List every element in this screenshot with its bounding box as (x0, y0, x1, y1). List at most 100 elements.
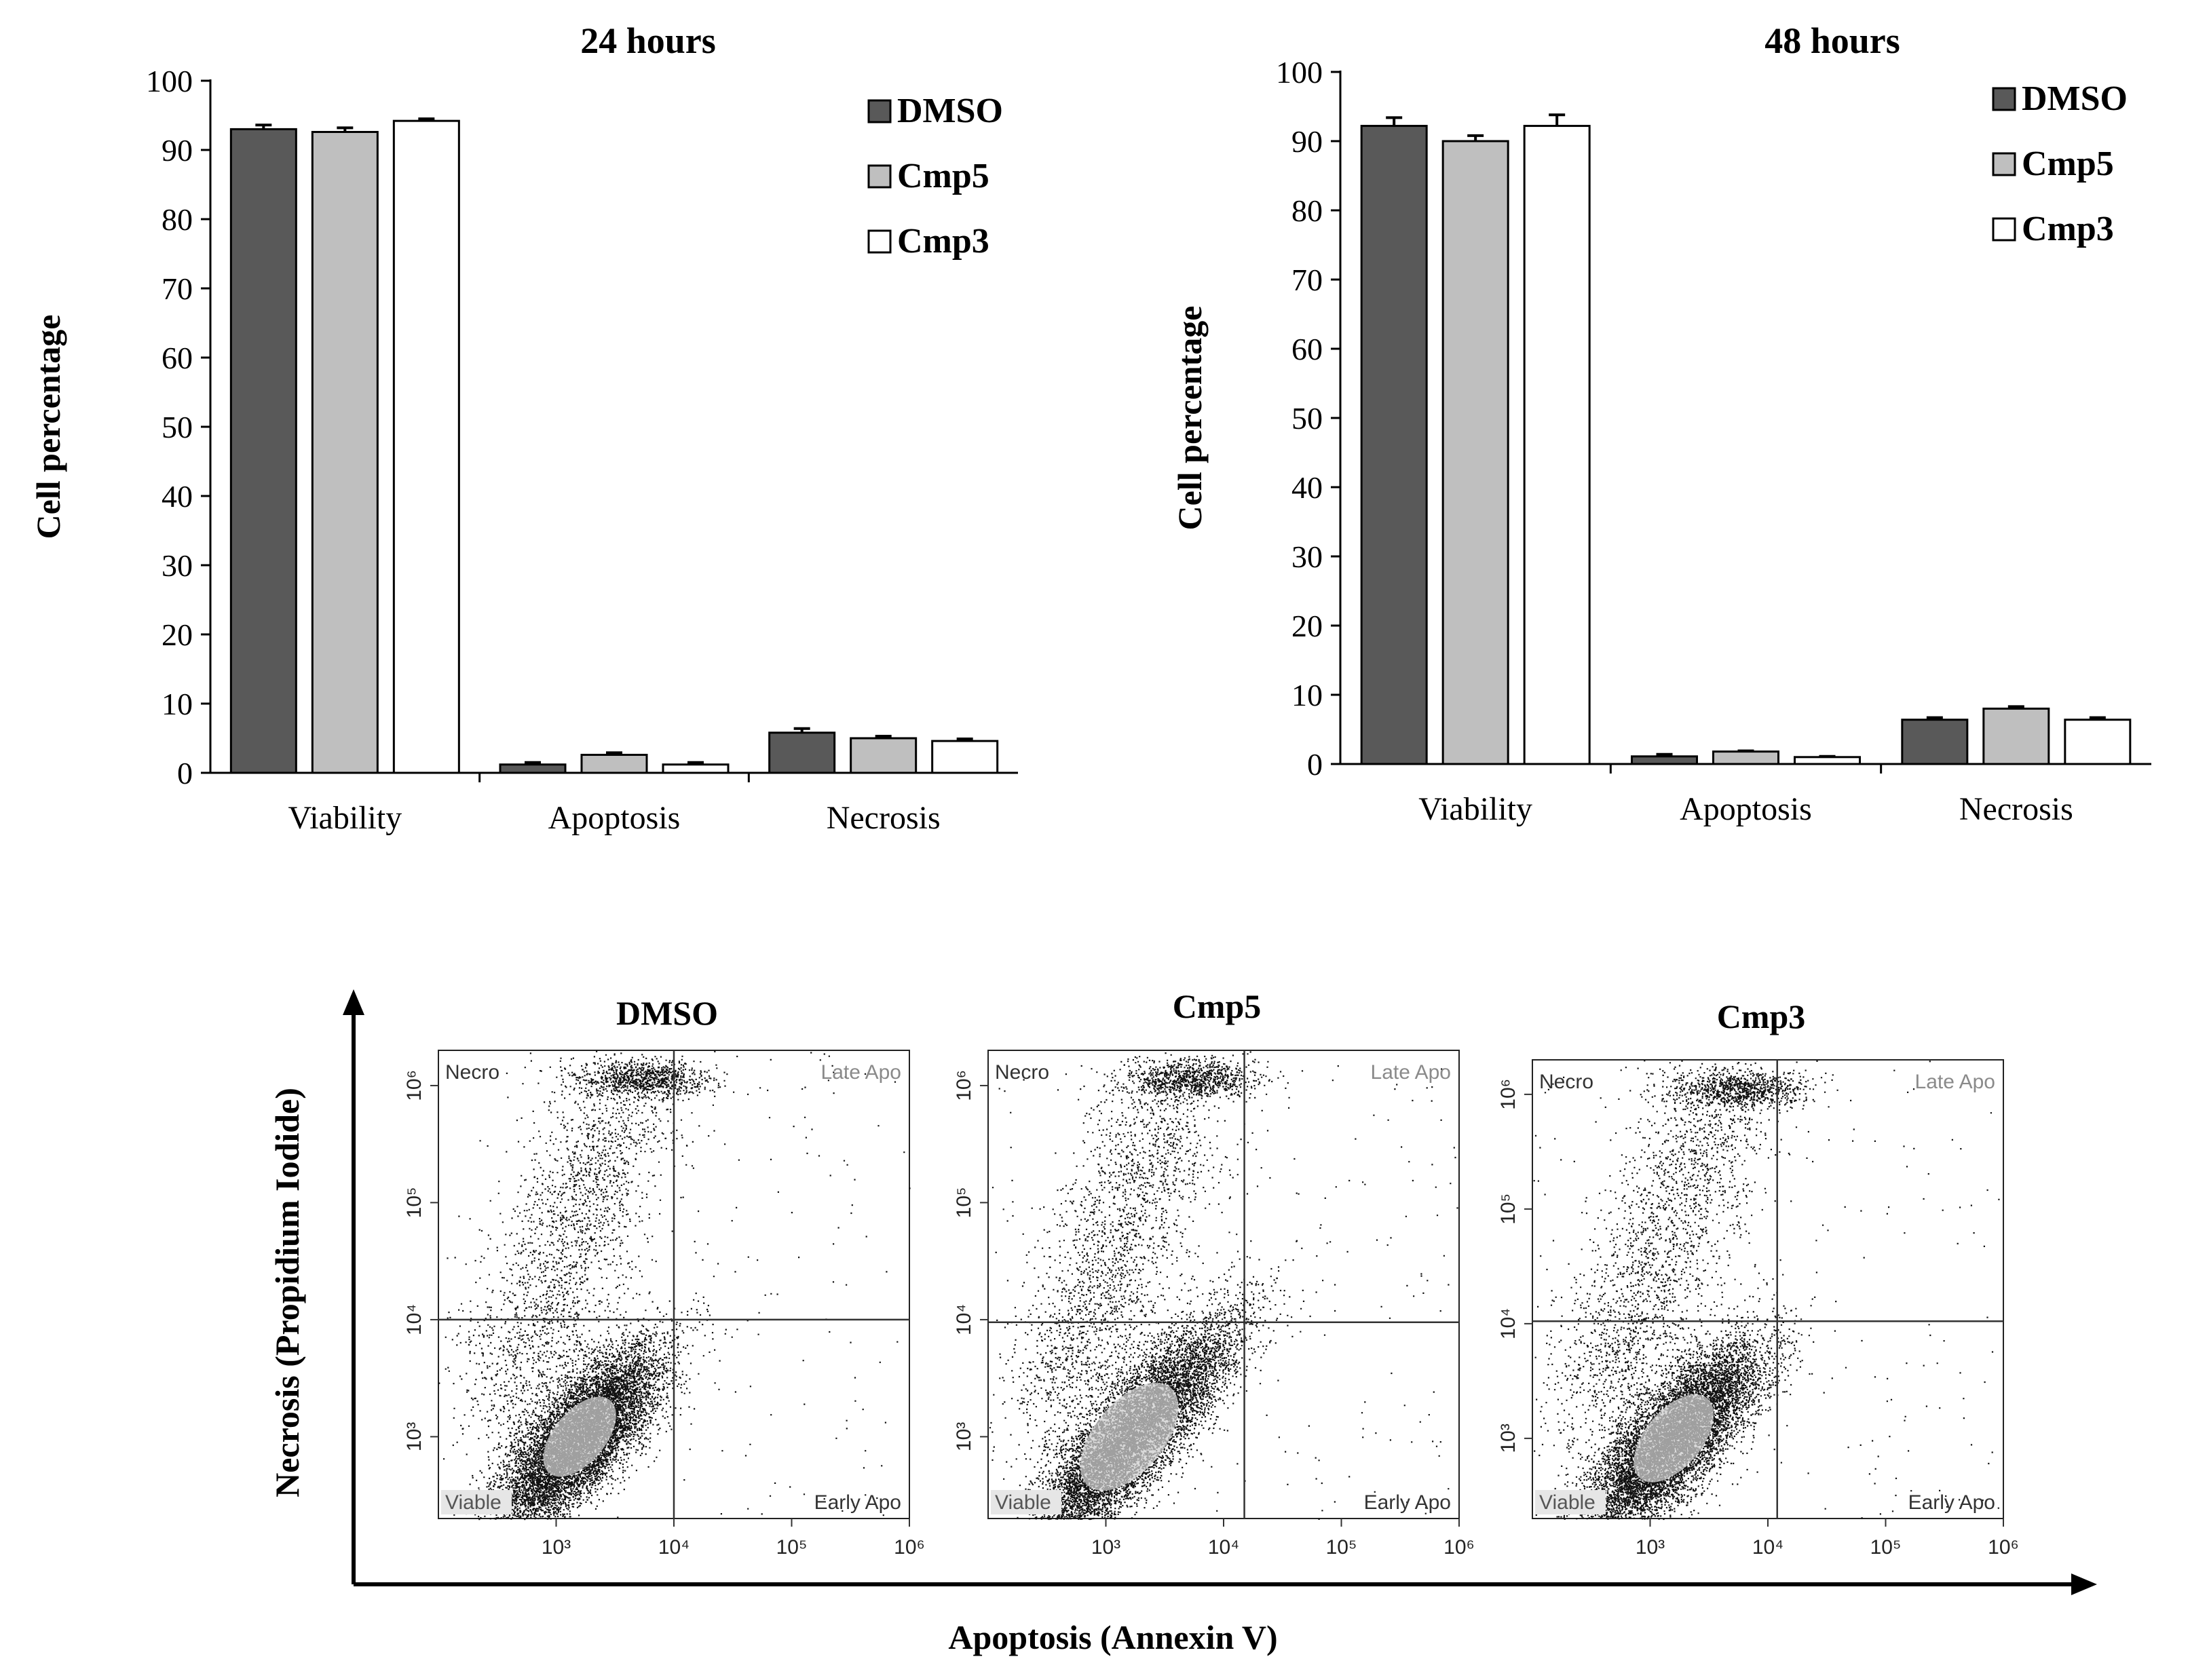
x-tick-label: 10⁵ (776, 1536, 808, 1559)
quadrant-viable: Viable (995, 1491, 1051, 1514)
bar-cmp5-viability (311, 130, 379, 774)
bar-cmp3-viability (1523, 125, 1591, 765)
bar-dmso-apoptosis (499, 763, 567, 774)
y-tick-label: 100 (1276, 55, 1323, 90)
y-tick-label: 100 (146, 64, 193, 98)
flow-y-axis-label: Necrosis (Propidium Iodide) (268, 1088, 306, 1497)
y-tick-label: 80 (162, 202, 193, 237)
x-tick-label: 10⁶ (1443, 1536, 1475, 1559)
y-tick-label: 10⁶ (403, 1070, 426, 1101)
y-tick-label: 10 (162, 687, 193, 721)
y-tick-label: 10³ (953, 1422, 975, 1451)
quadrant-viable-bg (1535, 1490, 1606, 1514)
x-tick-label: Viability (288, 800, 402, 836)
y-tick-label: 10⁶ (1497, 1079, 1519, 1110)
y-tick-label: 10⁵ (403, 1187, 426, 1219)
x-tick-label: Apoptosis (1680, 791, 1812, 827)
y-tick-label: 10⁴ (953, 1304, 975, 1335)
x-tick-label: 10³ (1636, 1536, 1665, 1559)
bar-cmp5-apoptosis (580, 753, 648, 774)
x-tick-label: Necrosis (1959, 791, 2073, 827)
y-tick-label: 80 (1291, 193, 1323, 228)
quadrant-viable: Viable (1539, 1491, 1596, 1514)
x-tick-label: 10⁴ (1208, 1536, 1239, 1559)
bar-chart-2: 48 hours Cell percentage 0 10 20 30 40 50 60 70 80… (1171, 20, 2151, 827)
quadrant-late-apo: Late Apo (1371, 1061, 1451, 1084)
legend-label-cmp3: Cmp3 (897, 222, 989, 261)
bar-dmso-necrosis (1901, 719, 1969, 765)
y-tick-label: 40 (162, 479, 193, 514)
y-axis-arrow-icon (343, 989, 364, 1015)
legend-label-cmp5: Cmp5 (2022, 145, 2114, 183)
bar-cmp5-necrosis (850, 737, 918, 774)
legend-label-dmso: DMSO (897, 92, 1003, 130)
quadrant-necro: Necro (1539, 1071, 1593, 1093)
y-tick-label: 0 (1307, 747, 1323, 782)
y-tick-label: 70 (1291, 263, 1323, 297)
bar-dmso-necrosis (768, 731, 836, 774)
x-tick-label: Apoptosis (548, 800, 681, 836)
bar-cmp5-necrosis (1982, 707, 2050, 765)
legend-label-cmp5: Cmp5 (897, 157, 989, 195)
quadrant-late-apo: Late Apo (1915, 1071, 1995, 1093)
y-tick-label: 10³ (1497, 1424, 1519, 1453)
bar-cmp3-necrosis (931, 740, 999, 774)
bar-chart-1: 24 hours Cell percentage 0 10 20 30 40 50 60 70 80… (29, 20, 1018, 836)
x-tick-label: 10⁵ (1326, 1536, 1357, 1559)
flow-panel-title: DMSO (616, 994, 718, 1032)
quadrant-viable-bg (441, 1490, 512, 1514)
quadrant-late-apo: Late Apo (821, 1061, 901, 1084)
y-tick-label: 50 (162, 410, 193, 444)
x-tick-label: 10⁴ (1752, 1536, 1783, 1559)
scatter-points (1533, 1060, 2000, 1521)
y-tick-label: 10⁴ (1497, 1308, 1519, 1339)
y-tick-label: 60 (1291, 332, 1323, 366)
flow-panel-dmso: DMSO Necro Late Apo Viable Early Apo 10³ 10⁴ 10… (403, 994, 925, 1559)
y-tick-label: 20 (162, 617, 193, 652)
y-tick-label: 90 (162, 133, 193, 168)
bar-cmp3-apoptosis (662, 763, 730, 774)
quadrant-early-apo: Early Apo (1908, 1491, 1995, 1514)
scatter-dots (1533, 1060, 2000, 1521)
legend-swatch-cmp3 (867, 229, 892, 254)
flow-plot-area (1532, 1059, 2004, 1519)
chart-title: 24 hours (580, 20, 716, 61)
y-tick-label: 10⁶ (953, 1070, 975, 1101)
flow-panel-title: Cmp5 (1173, 987, 1262, 1025)
legend-swatch-dmso (867, 99, 892, 123)
y-tick-label: 90 (1291, 124, 1323, 159)
quadrant-viable-bg (991, 1490, 1061, 1514)
scatter-points (989, 1051, 1458, 1521)
legend-swatch-dmso (1992, 87, 2016, 111)
quadrant-necro: Necro (995, 1061, 1049, 1084)
x-tick-label: 10⁵ (1870, 1536, 1902, 1559)
y-tick-label: 20 (1291, 609, 1323, 643)
y-tick-label: 10⁵ (953, 1187, 975, 1219)
flow-panel-title: Cmp3 (1717, 997, 1806, 1035)
bar-cmp3-apoptosis (1794, 756, 1861, 765)
bar-dmso-viability (229, 128, 297, 774)
dense-population (543, 1396, 616, 1477)
x-tick-label: Necrosis (827, 800, 941, 836)
x-tick-label: Viability (1418, 791, 1532, 827)
quadrant-necro: Necro (445, 1061, 499, 1084)
chart-title: 48 hours (1764, 20, 1900, 61)
x-tick-label: 10⁶ (894, 1536, 925, 1559)
y-axis-label: Cell percentage (1171, 306, 1209, 531)
y-tick-label: 0 (177, 756, 193, 790)
y-tick-label: 70 (162, 271, 193, 306)
flow-panel-cmp5: Cmp5 Necro Late Apo Viable Early Apo 10³ 10⁴ 10… (953, 987, 1475, 1559)
y-axis-label: Cell percentage (29, 315, 67, 539)
y-tick-label: 10 (1291, 678, 1323, 712)
flow-cytometry-figure: Apoptosis (Annexin V) Necrosis (Propidium… (268, 987, 2097, 1656)
x-axis-arrow-icon (2071, 1573, 2097, 1595)
quadrant-viable: Viable (445, 1491, 502, 1514)
bar-dmso-viability (1360, 125, 1428, 765)
y-tick-label: 40 (1291, 470, 1323, 505)
x-tick-label: 10³ (1091, 1536, 1120, 1559)
quadrant-early-apo: Early Apo (814, 1491, 901, 1514)
legend-label-dmso: DMSO (2022, 79, 2128, 118)
x-tick-label: 10⁴ (658, 1536, 690, 1559)
quadrant-early-apo: Early Apo (1364, 1491, 1451, 1514)
